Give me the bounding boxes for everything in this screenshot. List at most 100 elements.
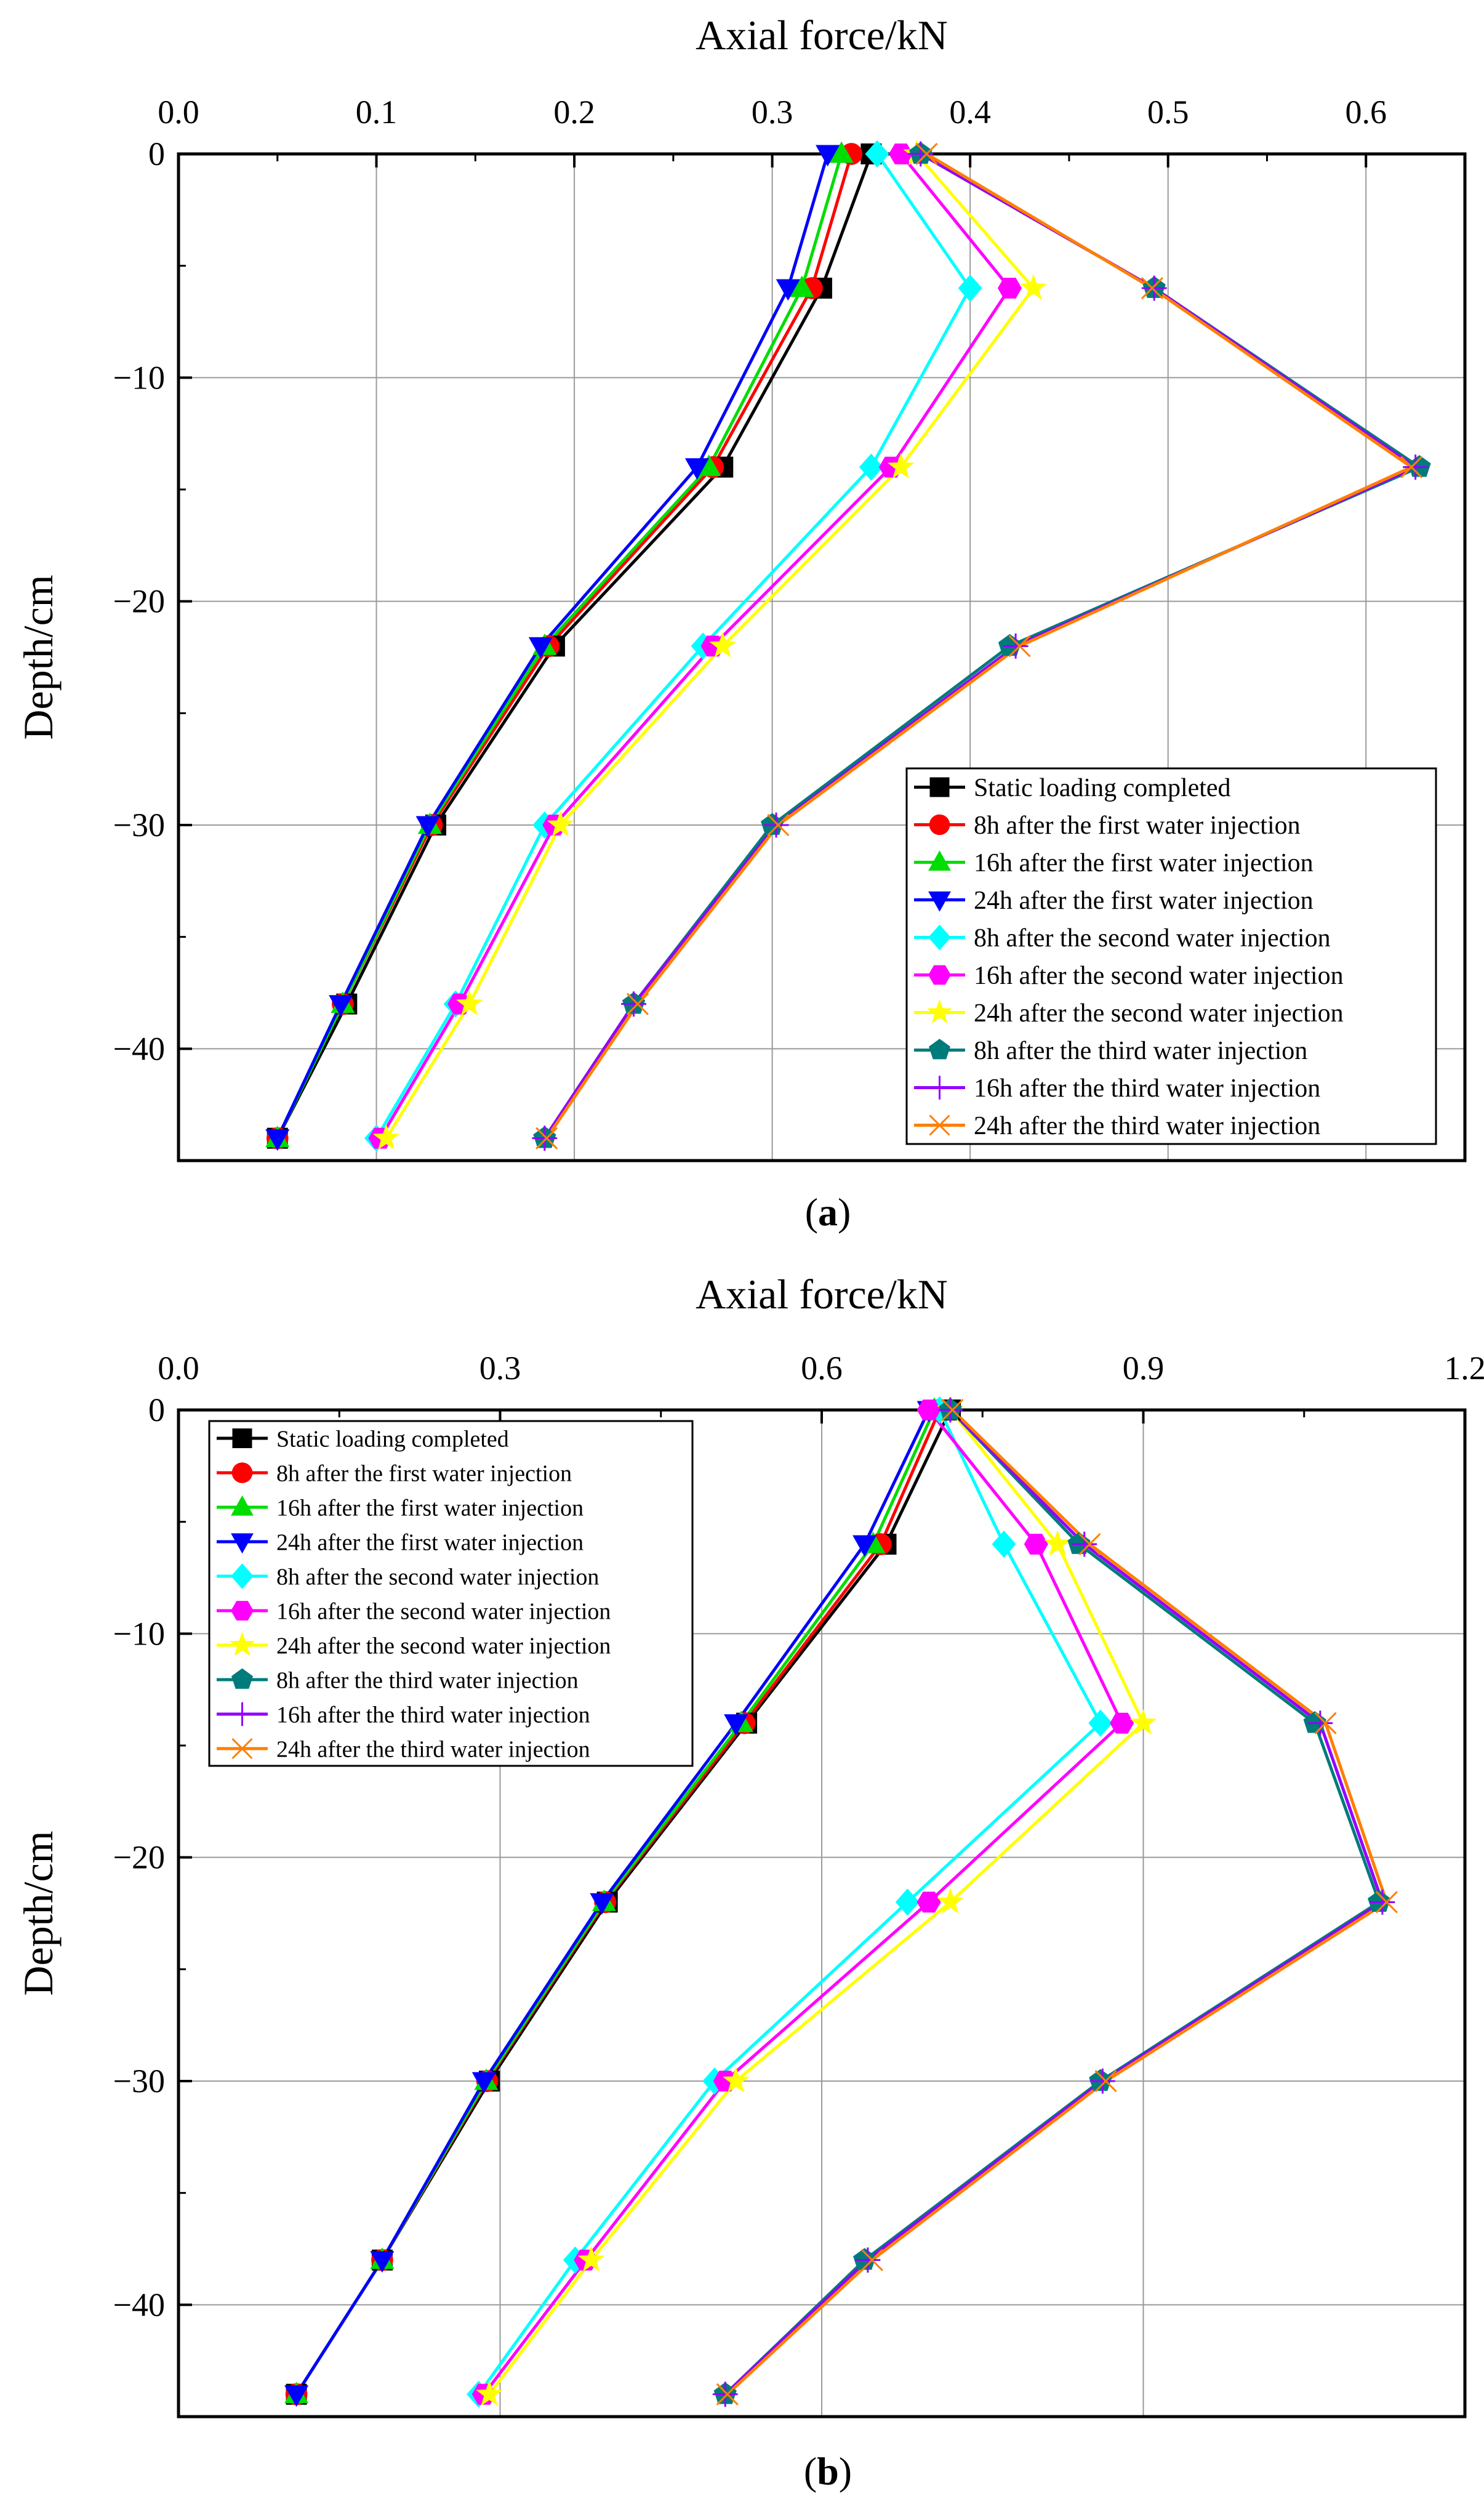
legend-swatch-marker [928,1076,952,1100]
legend-label: 16h after the third water injection [974,1074,1320,1103]
series-line-10 [726,1409,1389,2396]
data-point-s9 [763,812,789,838]
data-point-s7 [476,2380,503,2406]
data-point-s4 [370,2251,395,2273]
data-point-s5 [859,453,883,481]
legend-swatch-marker [231,1668,253,1689]
data-point-s10 [1314,1712,1337,1734]
x-tick-label: 0.2 [553,94,595,131]
data-point-s6 [889,143,913,164]
data-point-s10 [535,1127,558,1150]
data-point-s3 [829,141,854,163]
y-tick-label: 0 [148,1391,165,1428]
data-point-s8 [1408,455,1431,477]
data-point-s4 [852,1535,877,1557]
data-point-s4 [284,2385,309,2407]
data-point-s9 [532,1126,558,1151]
legend-label: 8h after the second water injection [974,924,1331,952]
data-point-s7 [577,2245,605,2272]
x-tick-label: 0.1 [356,94,398,131]
data-point-s9 [937,1397,963,1423]
chart-panel-b: 0.0 0.3 0.6 0.9 1.2 0 −10 −20 −30 −40 Axial force/… [15,1271,1484,2493]
data-point-s4 [590,1893,614,1915]
x-tick-label: 0.0 [158,1350,199,1387]
x-tick-label: 0.3 [479,1350,521,1387]
series-line-8 [724,1409,1381,2396]
legend-swatch-marker [229,1632,255,1656]
legend-label: 8h after the second water injection [276,1564,599,1590]
legend-label: 8h after the third water injection [276,1667,579,1693]
data-point-s8 [1368,1890,1391,1912]
data-point-s6 [916,1891,941,1913]
data-point-s10 [1008,635,1031,658]
data-point-s6 [1024,1534,1048,1555]
legend-label: 24h after the third water injection [276,1736,590,1762]
legend-swatch-marker [231,1533,254,1554]
legend: Static loading completed 8h after the fir… [208,1420,694,1767]
y-axis-title: Depth/cm [15,574,62,739]
data-point-s9 [1089,2068,1115,2094]
data-point-s9 [1403,454,1429,480]
legend-swatch-marker [929,1114,950,1136]
data-point-s8 [1089,2069,1112,2091]
data-point-s3 [697,454,721,477]
data-point-s4 [724,1714,748,1736]
data-point-s9 [1370,1889,1395,1915]
x-tick-label: 0.0 [158,94,199,131]
x-tick-label: 0.5 [1147,94,1189,131]
legend-label: 16h after the first water injection [974,849,1314,877]
data-point-s4 [415,816,440,838]
x-tick-label: 0.9 [1123,1350,1165,1387]
data-point-s4 [816,145,840,167]
data-point-s7 [1020,274,1047,300]
data-point-s7 [722,2067,750,2093]
y-tick-label: −10 [113,359,165,396]
legend-swatch-marker [231,1563,254,1589]
legend-swatch-marker [231,1738,253,1760]
chart-panel-a: 0.0 0.1 0.2 0.3 0.4 0.5 0.6 0 −10 −20 −30 −40 Axial … [15,12,1467,1234]
y-axis-title: Depth/cm [15,1830,62,1996]
legend-swatch-marker [232,1428,252,1448]
data-point-s7 [1044,1530,1071,1556]
data-point-s9 [1003,633,1029,659]
legend-swatch-marker [928,850,951,871]
x-axis-title: Axial force/kN [696,1271,948,1318]
data-point-s9 [621,991,646,1017]
data-point-s10 [915,142,938,166]
data-point-s7 [1129,1709,1157,1735]
legend-label: 16h after the second water injection [974,962,1344,990]
data-point-s7 [887,453,915,479]
data-point-s4 [471,2072,496,2094]
y-tick-label: −10 [113,1615,165,1652]
data-point-s10 [1141,276,1164,300]
panel-label: (a) [805,1190,851,1234]
data-point-s7 [709,632,737,658]
legend-label: 24h after the first water injection [276,1529,584,1555]
legend-swatch-marker [231,1601,254,1621]
data-point-s10 [767,813,790,837]
data-point-s10 [1078,1532,1101,1556]
data-point-s5 [865,140,889,168]
data-point-s5 [958,274,982,302]
data-point-s9 [1307,1710,1333,1736]
legend-label: 24h after the first water injection [974,887,1314,915]
legend-label: 16h after the third water injection [276,1702,590,1728]
y-tick-label: −20 [113,583,165,620]
y-tick-label: 0 [148,135,165,172]
data-point-s10 [1400,456,1423,478]
legend-label: 8h after the first water injection [974,811,1301,840]
data-point-s9 [1141,275,1167,301]
legend-swatch-marker [929,1039,950,1060]
data-point-s9 [712,2382,738,2407]
data-point-s4 [776,279,800,301]
legend-swatch-marker [928,891,951,912]
data-point-s7 [937,1888,964,1914]
data-point-s10 [1375,1891,1398,1914]
y-tick-label: −20 [113,1839,165,1876]
legend: Static loading completed 8h after the fir… [905,767,1437,1145]
data-point-s10 [716,2383,739,2406]
legend-label: 24h after the second water injection [974,999,1344,1028]
data-point-s10 [626,993,649,1015]
x-tick-label: 0.6 [801,1350,843,1387]
